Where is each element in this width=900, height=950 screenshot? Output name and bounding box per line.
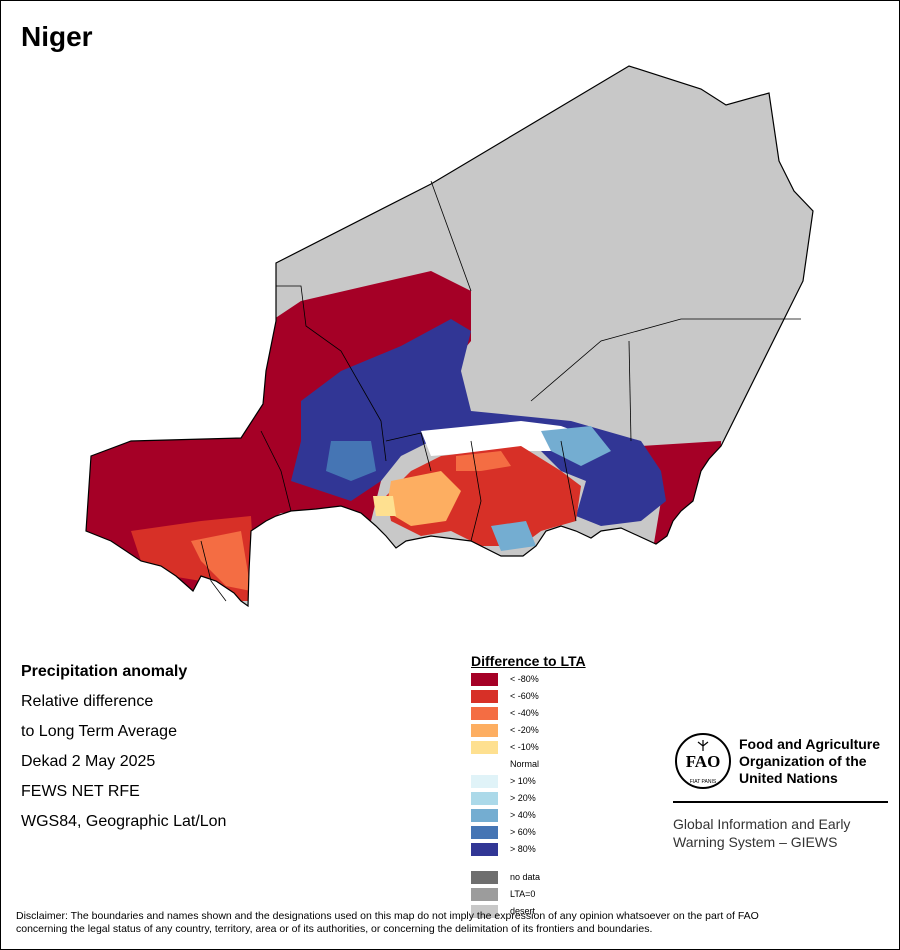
- legend-swatch: [471, 775, 498, 788]
- legend-label: no data: [510, 872, 541, 882]
- anomaly-light-dry-south: [386, 471, 461, 526]
- anomaly-slight-dry: [373, 496, 396, 516]
- legend-item: desert: [471, 905, 591, 918]
- legend-swatch: [471, 758, 498, 771]
- info-title: Precipitation anomaly: [21, 663, 188, 680]
- legend-item: > 60%: [471, 826, 591, 839]
- legend-label: > 10%: [510, 776, 536, 786]
- disclaimer-line1: Disclaimer: The boundaries and names sho…: [16, 910, 759, 922]
- legend-swatch: [471, 792, 498, 805]
- legend-item: < -80%: [471, 673, 591, 686]
- legend-item: < -10%: [471, 741, 591, 754]
- anomaly-wet-central: [291, 319, 666, 526]
- map-info: Precipitation anomaly Relative differenc…: [21, 657, 226, 837]
- fao-divider: [673, 801, 888, 803]
- anomaly-moderate-sw: [191, 531, 251, 591]
- legend-label: < -20%: [510, 725, 539, 735]
- legend-label: < -80%: [510, 674, 539, 684]
- legend-swatch: [471, 871, 498, 884]
- legend-swatch: [471, 741, 498, 754]
- anomaly-wet-south: [491, 521, 536, 551]
- legend-item: Normal: [471, 758, 591, 771]
- boundary-zinder: [560, 440, 577, 522]
- legend-swatch: [471, 826, 498, 839]
- legend-swatch: [471, 843, 498, 856]
- giews-name: Global Information and Early Warning Sys…: [673, 815, 893, 851]
- legend-label: < -60%: [510, 691, 539, 701]
- legend-item: > 80%: [471, 843, 591, 856]
- legend-label: LTA=0: [510, 889, 536, 899]
- info-line1: Relative difference: [21, 693, 154, 710]
- legend-item: > 40%: [471, 809, 591, 822]
- legend-item: > 20%: [471, 792, 591, 805]
- legend-swatch: [471, 673, 498, 686]
- giews-line2: Warning System – GIEWS: [673, 834, 838, 850]
- anomaly-wet-strong: [326, 441, 376, 481]
- fao-name-line3: United Nations: [739, 770, 838, 786]
- boundary-diffa: [628, 340, 632, 442]
- giews-line1: Global Information and Early: [673, 816, 851, 832]
- legend-item: < -20%: [471, 724, 591, 737]
- country-boundary: [85, 65, 814, 608]
- legend-swatch: [471, 690, 498, 703]
- legend-swatch: [471, 809, 498, 822]
- fao-name-line1: Food and Agriculture: [739, 736, 881, 752]
- fao-name: Food and Agriculture Organization of the…: [739, 736, 899, 787]
- legend-item: < -60%: [471, 690, 591, 703]
- info-source: FEWS NET RFE: [21, 783, 140, 800]
- boundary-tahoua-west: [276, 285, 387, 462]
- fao-logo-motto: FIAT PANIS: [690, 779, 717, 785]
- legend-item: LTA=0: [471, 888, 591, 901]
- boundary-dosso: [200, 540, 227, 602]
- info-line2: to Long Term Average: [21, 723, 177, 740]
- legend-label: < -40%: [510, 708, 539, 718]
- legend-swatch: [471, 905, 498, 918]
- map-title: Niger: [21, 21, 93, 52]
- boundary-maradi: [470, 440, 482, 542]
- boundary-agadez: [530, 318, 801, 402]
- legend-label: desert: [510, 906, 536, 916]
- legend-label: > 80%: [510, 844, 536, 854]
- anomaly-wet-mid: [541, 426, 611, 466]
- legend-swatch: [471, 724, 498, 737]
- legend-title: Difference to LTA: [471, 653, 586, 669]
- legend-item: < -40%: [471, 707, 591, 720]
- legend-swatch: [471, 707, 498, 720]
- legend-label: > 20%: [510, 793, 536, 803]
- disclaimer-line2: concerning the legal status of any count…: [16, 923, 653, 935]
- boundary-north: [430, 180, 472, 292]
- fao-logo-icon: FAO FIAT PANIS: [675, 733, 731, 789]
- legend-label: < -10%: [510, 742, 539, 752]
- boundary-tillaberi: [260, 430, 292, 512]
- legend-label: Normal: [510, 759, 540, 769]
- info-projection: WGS84, Geographic Lat/Lon: [21, 813, 227, 830]
- legend-item: no data: [471, 871, 591, 884]
- anomaly-moderate-south: [456, 451, 511, 471]
- legend-swatch: [471, 888, 498, 901]
- disclaimer: Disclaimer: The boundaries and names sho…: [16, 910, 886, 936]
- legend-item: > 10%: [471, 775, 591, 788]
- fao-logo-text: FAO: [686, 752, 721, 771]
- legend: Difference to LTA < -80% < -60% < -40% <…: [471, 653, 586, 918]
- region-boundaries: [200, 180, 801, 602]
- legend-label: > 60%: [510, 827, 536, 837]
- boundary-central: [385, 432, 432, 472]
- fao-name-line2: Organization of the: [739, 753, 867, 769]
- legend-label: > 40%: [510, 810, 536, 820]
- info-period: Dekad 2 May 2025: [21, 753, 156, 770]
